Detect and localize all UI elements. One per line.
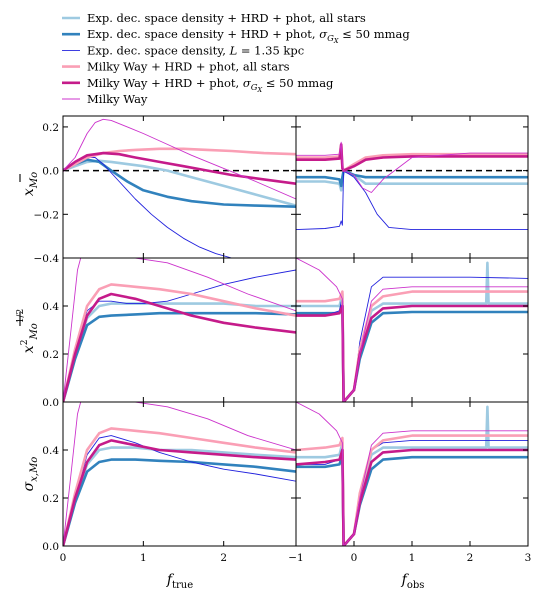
xtick-label: 2 bbox=[220, 552, 227, 564]
series-line-milky-way-hrd-phot-all-stars bbox=[296, 290, 528, 402]
series-line-milky-way-hrd-phot-all-stars bbox=[296, 434, 528, 546]
panel-frame bbox=[295, 401, 529, 547]
legend-label-3: Exp. dec. space density, L = 1.35 kpc bbox=[87, 43, 304, 57]
panel-frame bbox=[62, 115, 297, 259]
panel-frame bbox=[62, 401, 297, 547]
legend-label-4: Milky Way + HRD + phot, all stars bbox=[87, 60, 290, 74]
series-line-milky-way bbox=[63, 118, 296, 200]
series-line-exp-dec-space-density-hrd-phot-all-stars bbox=[296, 261, 528, 402]
series-line-milky-way-hrd-phot-all-stars bbox=[63, 147, 296, 172]
panel-frame bbox=[62, 257, 297, 403]
ytick-label: 0.2 bbox=[42, 493, 59, 505]
xtick-label: 0 bbox=[60, 552, 67, 564]
ylabel-row2: x2Mo1/2 bbox=[16, 309, 40, 353]
series-line-exp-dec-space-density-hrd-phot-g-x-50-mmag bbox=[296, 453, 528, 546]
xtick-label-right-neg1: −1 bbox=[288, 552, 303, 564]
ytick-label: 0.0 bbox=[42, 397, 59, 409]
series-line-exp-dec-space-density-hrd-phot-all-stars bbox=[296, 169, 528, 192]
series-line-milky-way-hrd-phot-g-x-50-mmag bbox=[63, 292, 296, 402]
ylabel-row1: xMo bbox=[21, 172, 40, 196]
series-line-exp-dec-space-density-hrd-phot-g-x-50-mmag bbox=[63, 311, 296, 402]
ytick-label: 0.4 bbox=[42, 445, 59, 457]
series-line-milky-way bbox=[296, 258, 528, 402]
ytick-label: −0.2 bbox=[34, 209, 60, 221]
legend-label-6: Milky Way bbox=[87, 92, 148, 106]
series-line-exp-dec-space-density-hrd-phot-g-x-50-mmag bbox=[63, 458, 296, 546]
series-line-milky-way-hrd-phot-g-x-50-mmag bbox=[296, 304, 528, 402]
xtick-label: 0 bbox=[351, 552, 358, 564]
series-line-milky-way bbox=[63, 258, 296, 402]
ytick-label: −0.4 bbox=[34, 253, 60, 265]
series-line-exp-dec-space-density-hrd-phot-g-x-50-mmag bbox=[63, 158, 296, 208]
series-line-milky-way bbox=[296, 141, 528, 193]
panel-row1-left: 0.2 0.0 −0.2 −0.4 bbox=[34, 115, 297, 265]
panel-row1-right bbox=[295, 115, 529, 259]
panel-row3-right: 0 1 2 3 bbox=[295, 401, 532, 564]
panels: 0.20.0−0.2−0.40.40.20.00.40.20.00 1 2 0 1 2 3−… bbox=[34, 115, 532, 564]
ytick-label: 0.0 bbox=[42, 166, 59, 178]
legend: Exp. dec. space density + HRD + phot, al… bbox=[62, 11, 410, 106]
xtick-label: 3 bbox=[525, 552, 532, 564]
legend-label-5: Milky Way + HRD + phot, σGX ≤ 50 mmag bbox=[87, 76, 334, 94]
series-line-exp-dec-space-density-l-1-35-kpc bbox=[296, 276, 528, 402]
xtick-label: 1 bbox=[140, 552, 147, 564]
ytick-label: 0.0 bbox=[42, 541, 59, 553]
ytick-label: 0.2 bbox=[42, 349, 59, 361]
axis-labels: xMo x2Mo1/2 σx,Mo ftrue fobs bbox=[16, 172, 424, 591]
ytick-label: 0.4 bbox=[42, 301, 59, 313]
panel-frame bbox=[295, 115, 529, 259]
series-line-milky-way-hrd-phot-g-x-50-mmag bbox=[63, 151, 296, 185]
series-line-exp-dec-space-density-l-1-35-kpc bbox=[63, 157, 232, 258]
xlabel-right: fobs bbox=[401, 572, 425, 591]
ytick-label: 0.2 bbox=[42, 122, 59, 134]
series-line-milky-way-hrd-phot-all-stars bbox=[63, 427, 296, 546]
series-line-exp-dec-space-density-hrd-phot-all-stars bbox=[296, 405, 528, 546]
legend-label-1: Exp. dec. space density + HRD + phot, al… bbox=[87, 11, 366, 25]
series-line-exp-dec-space-density-hrd-phot-g-x-50-mmag bbox=[296, 299, 528, 402]
xlabel-left: ftrue bbox=[166, 572, 193, 591]
panel-row2-left: 0.4 0.2 0.0 bbox=[42, 257, 297, 409]
legend-label-2: Exp. dec. space density + HRD + phot, σG… bbox=[87, 27, 410, 45]
series-line-exp-dec-space-density-hrd-phot-all-stars bbox=[63, 159, 296, 207]
series-line-milky-way-hrd-phot-g-x-50-mmag bbox=[63, 439, 296, 546]
xtick-label: 1 bbox=[409, 552, 416, 564]
series-line-milky-way bbox=[63, 402, 296, 546]
series-line-exp-dec-space-density-l-1-35-kpc bbox=[296, 170, 528, 231]
panel-row3-left: 0.4 0.2 0.00 1 2 bbox=[42, 401, 297, 564]
panel-frame bbox=[295, 257, 529, 403]
ylabel-row3: σx,Mo bbox=[21, 457, 40, 492]
series-line-milky-way-hrd-phot-all-stars bbox=[63, 283, 296, 402]
xtick-label: 2 bbox=[467, 552, 474, 564]
series-line-milky-way bbox=[296, 402, 528, 546]
series-line-milky-way-hrd-phot-g-x-50-mmag bbox=[296, 448, 528, 546]
panel-row2-right bbox=[295, 257, 529, 403]
